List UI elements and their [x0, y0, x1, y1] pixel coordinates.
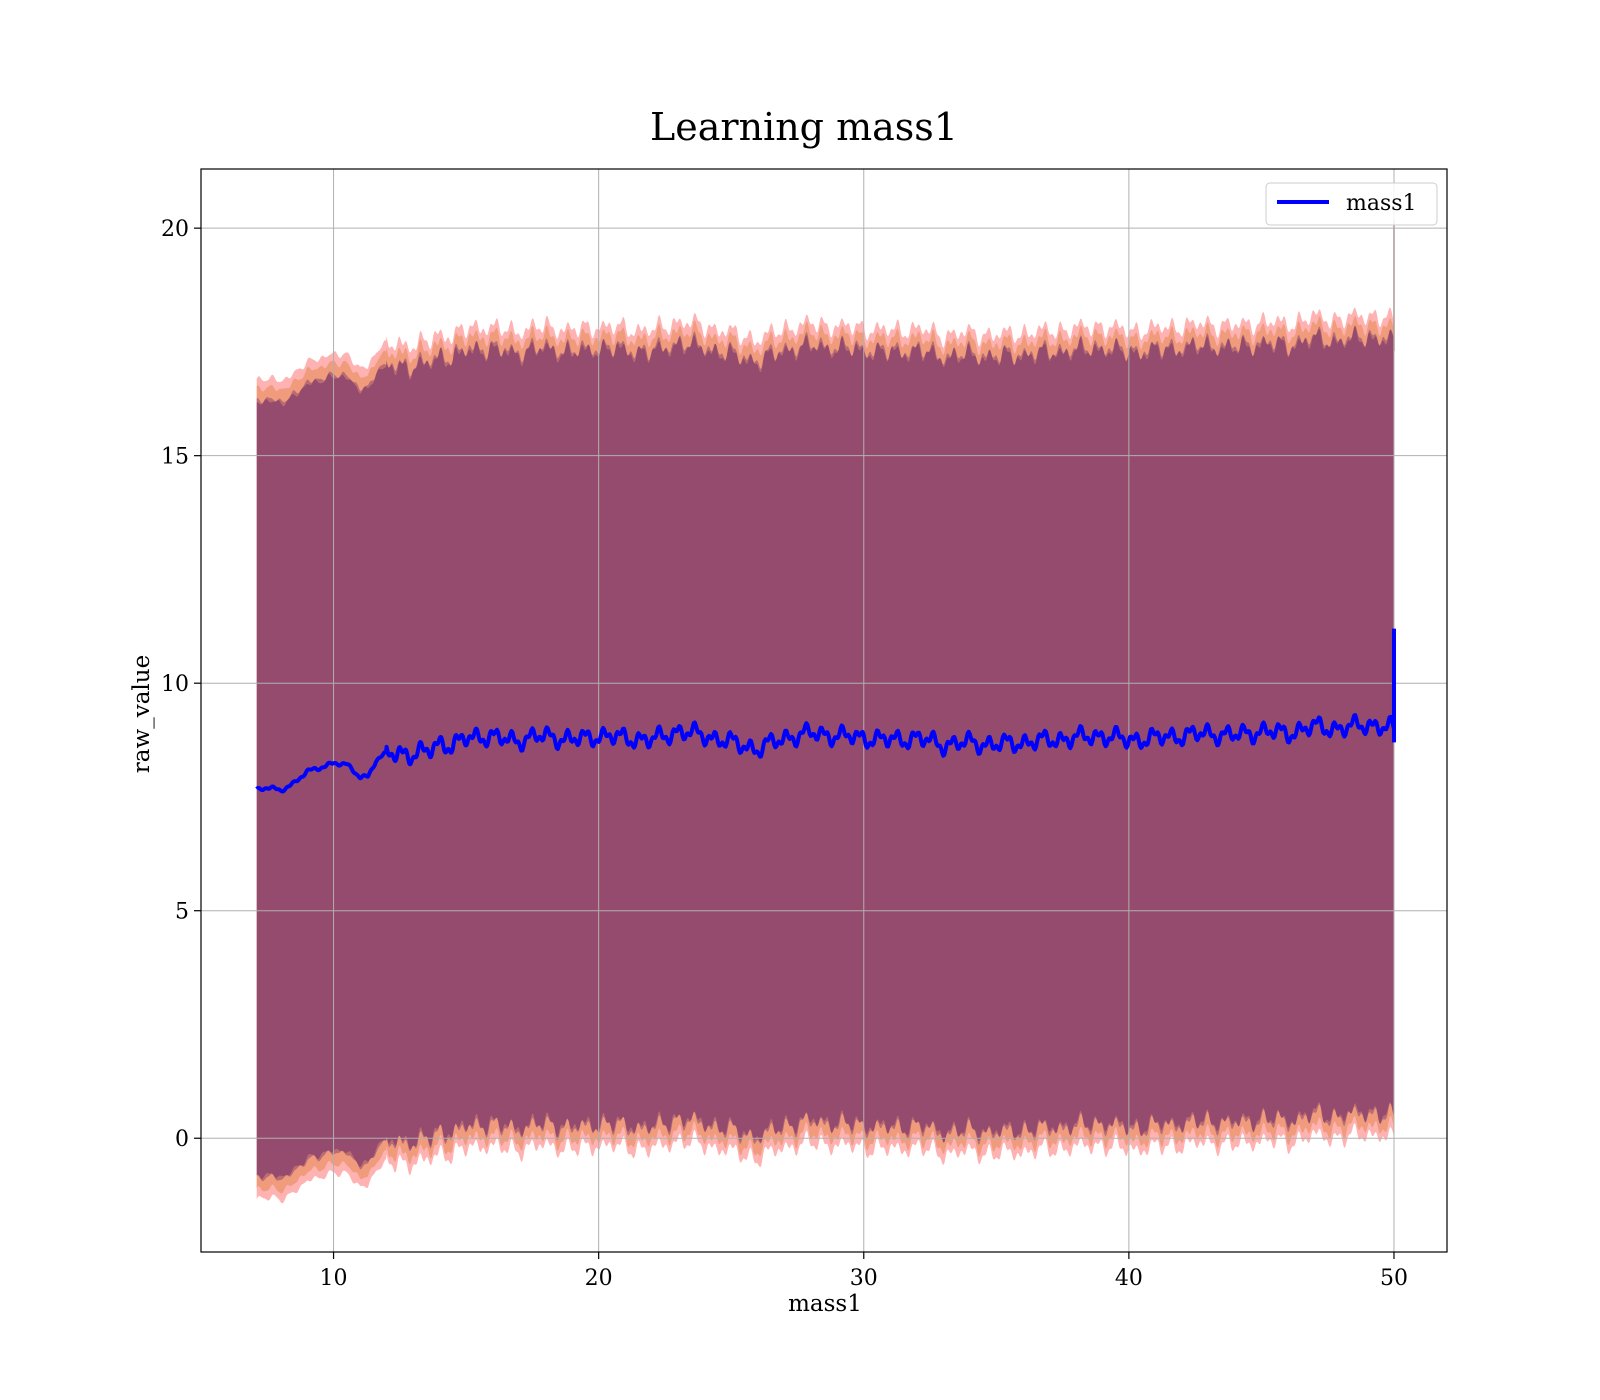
legend-box [1265, 182, 1438, 226]
confidence-band-1 [256, 307, 1395, 1204]
x-tick-label: 30 [850, 1266, 878, 1291]
x-axis-label: mass1 [788, 1291, 862, 1317]
y-tick-label: 10 [161, 672, 189, 697]
confidence-band-3 [256, 325, 1395, 1182]
plot-area: 10 20 30 40 50 0 5 10 15 20 [161, 168, 1448, 1291]
x-tick-label: 50 [1380, 1266, 1408, 1291]
x-tick-label: 40 [1115, 1266, 1143, 1291]
y-tick-label: 15 [161, 445, 189, 470]
y-tick-label: 20 [161, 217, 189, 242]
y-tick-label: 0 [175, 1127, 189, 1152]
legend: mass1 [1265, 182, 1438, 226]
y-tick-label: 5 [175, 900, 189, 925]
confidence-band-4 [256, 326, 1395, 1179]
y-axis-label: raw_value [129, 655, 155, 773]
series-line-mass1 [255, 713, 1396, 794]
legend-label-mass1: mass1 [1346, 191, 1417, 216]
chart-title: Learning mass1 [650, 105, 958, 149]
x-tick-label: 20 [585, 1266, 613, 1291]
axes-frame [200, 168, 1448, 1253]
confidence-band-2 [256, 316, 1395, 1194]
x-tick-label: 10 [320, 1266, 348, 1291]
